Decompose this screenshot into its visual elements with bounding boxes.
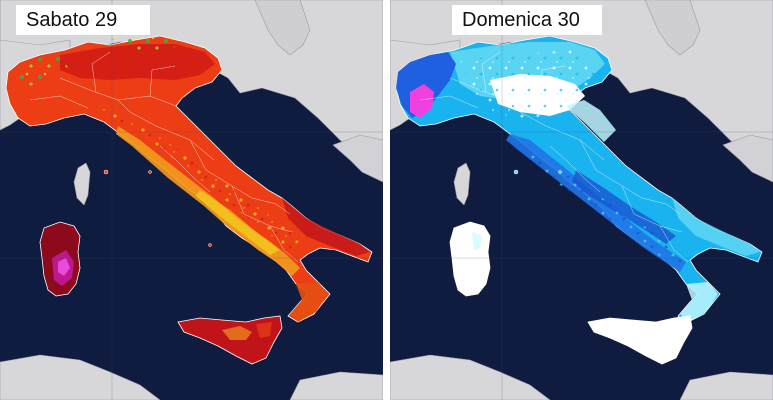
region-borders	[29, 51, 299, 263]
map-panel-sunday: Domenica 30	[390, 0, 773, 400]
temperature-map-sunday	[390, 0, 773, 400]
sicily	[177, 315, 283, 365]
italy-mainland	[5, 34, 373, 323]
grid-lines	[390, 0, 773, 400]
sardinia	[449, 221, 491, 297]
small-islands	[103, 169, 212, 247]
panel-divider	[383, 0, 390, 400]
day-title-saturday: Sabato 29	[16, 5, 150, 35]
sicily	[587, 315, 693, 365]
map-panel-saturday: Sabato 29	[0, 0, 383, 400]
region-borders	[419, 51, 689, 263]
italy-mainland	[395, 35, 763, 323]
sardinia	[39, 221, 81, 297]
day-title-sunday: Domenica 30	[452, 5, 602, 35]
grid-lines	[0, 0, 383, 400]
temperature-map-saturday	[0, 0, 383, 400]
small-islands	[513, 169, 562, 175]
